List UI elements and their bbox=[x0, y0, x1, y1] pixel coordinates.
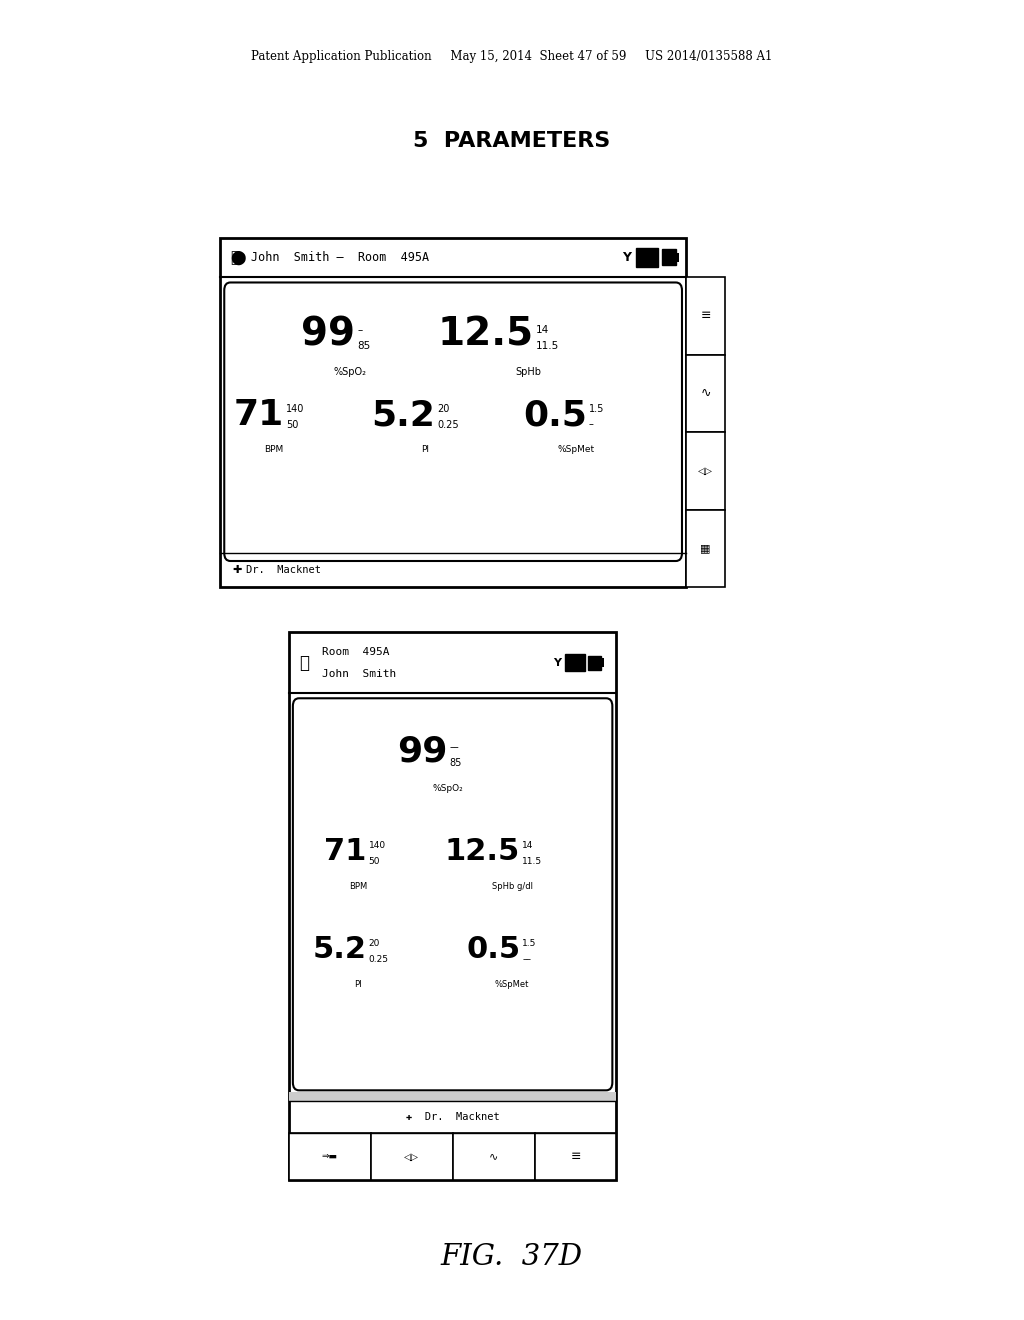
Text: FIG.  37D: FIG. 37D bbox=[441, 1242, 583, 1271]
Text: ––: –– bbox=[522, 954, 531, 964]
Bar bbox=[601, 659, 604, 667]
Bar bbox=[565, 655, 586, 671]
Text: ✚  Dr.  Macknet: ✚ Dr. Macknet bbox=[406, 1111, 500, 1122]
Text: 50: 50 bbox=[286, 420, 298, 429]
Text: %SpMet: %SpMet bbox=[558, 445, 595, 454]
Bar bbox=[588, 656, 601, 669]
Text: 1.5: 1.5 bbox=[589, 404, 604, 413]
Text: 12.5: 12.5 bbox=[445, 837, 520, 866]
Text: ≡: ≡ bbox=[700, 309, 711, 322]
Bar bbox=[289, 632, 616, 1180]
Text: 71: 71 bbox=[233, 399, 284, 432]
Text: ∿: ∿ bbox=[488, 1151, 499, 1162]
Text: ✚: ✚ bbox=[232, 565, 242, 576]
Text: John  Smith –  Room  495A: John Smith – Room 495A bbox=[251, 251, 429, 264]
Text: %SpO₂: %SpO₂ bbox=[334, 367, 367, 376]
Text: Y: Y bbox=[623, 251, 632, 264]
Bar bbox=[289, 1092, 616, 1101]
Text: 11.5: 11.5 bbox=[522, 857, 543, 866]
Bar bbox=[686, 510, 725, 587]
Text: 0.25: 0.25 bbox=[369, 954, 389, 964]
Text: %SpMet: %SpMet bbox=[495, 979, 529, 989]
Text: –: – bbox=[589, 420, 594, 429]
Bar bbox=[662, 249, 676, 265]
Bar bbox=[535, 1133, 616, 1180]
Text: 5.2: 5.2 bbox=[312, 935, 367, 964]
Text: ▦: ▦ bbox=[700, 544, 711, 553]
Bar bbox=[289, 1133, 371, 1180]
Text: 0.25: 0.25 bbox=[437, 420, 459, 429]
Text: 🚶: 🚶 bbox=[299, 653, 309, 672]
Text: ⬤: ⬤ bbox=[230, 251, 246, 264]
Text: Patent Application Publication     May 15, 2014  Sheet 47 of 59     US 2014/0135: Patent Application Publication May 15, 2… bbox=[251, 50, 773, 63]
Text: Room  495A: Room 495A bbox=[322, 647, 389, 657]
Text: 0.5: 0.5 bbox=[466, 935, 520, 964]
Bar bbox=[371, 1133, 453, 1180]
Bar bbox=[686, 433, 725, 510]
Text: 140: 140 bbox=[286, 404, 304, 413]
Text: 14: 14 bbox=[522, 841, 534, 850]
Text: ∿: ∿ bbox=[700, 387, 711, 400]
Text: 99: 99 bbox=[301, 315, 355, 354]
Text: 20: 20 bbox=[437, 404, 450, 413]
Text: 5  PARAMETERS: 5 PARAMETERS bbox=[414, 131, 610, 152]
Text: Dr.  Macknet: Dr. Macknet bbox=[246, 565, 321, 576]
Text: ⇒▬: ⇒▬ bbox=[322, 1152, 338, 1160]
Text: PI: PI bbox=[421, 445, 429, 454]
Bar bbox=[636, 248, 658, 267]
Text: Y: Y bbox=[553, 657, 561, 668]
Text: 12.5: 12.5 bbox=[437, 315, 534, 354]
Text: ––: –– bbox=[450, 742, 460, 752]
Text: 11.5: 11.5 bbox=[536, 341, 559, 351]
Text: BPM: BPM bbox=[264, 445, 284, 454]
Bar bbox=[686, 355, 725, 433]
Text: 85: 85 bbox=[450, 758, 462, 768]
Text: ≡: ≡ bbox=[570, 1150, 581, 1163]
Text: 5.2: 5.2 bbox=[372, 399, 435, 432]
Text: 99: 99 bbox=[397, 734, 447, 768]
Text: 14: 14 bbox=[536, 325, 549, 335]
Bar bbox=[453, 1133, 535, 1180]
Text: SpHb g/dl: SpHb g/dl bbox=[492, 882, 532, 891]
Text: ◁▷: ◁▷ bbox=[404, 1151, 419, 1162]
FancyBboxPatch shape bbox=[224, 282, 682, 561]
Text: BPM: BPM bbox=[349, 882, 368, 891]
Bar bbox=[220, 238, 686, 587]
Text: 0.5: 0.5 bbox=[523, 399, 587, 432]
Text: 🚶: 🚶 bbox=[230, 249, 240, 265]
Text: 71: 71 bbox=[325, 837, 367, 866]
Text: –: – bbox=[357, 325, 362, 335]
Text: 1.5: 1.5 bbox=[522, 939, 537, 948]
Text: John  Smith: John Smith bbox=[322, 668, 396, 678]
Text: SpHb: SpHb bbox=[515, 367, 541, 376]
FancyBboxPatch shape bbox=[293, 698, 612, 1090]
Text: %SpO₂: %SpO₂ bbox=[432, 784, 463, 793]
Text: PI: PI bbox=[354, 979, 362, 989]
Text: 20: 20 bbox=[369, 939, 380, 948]
Text: 140: 140 bbox=[369, 841, 386, 850]
Text: 50: 50 bbox=[369, 857, 380, 866]
Text: ◁▷: ◁▷ bbox=[698, 466, 713, 477]
Bar bbox=[686, 277, 725, 355]
Text: 85: 85 bbox=[357, 341, 371, 351]
Bar bbox=[676, 252, 679, 263]
